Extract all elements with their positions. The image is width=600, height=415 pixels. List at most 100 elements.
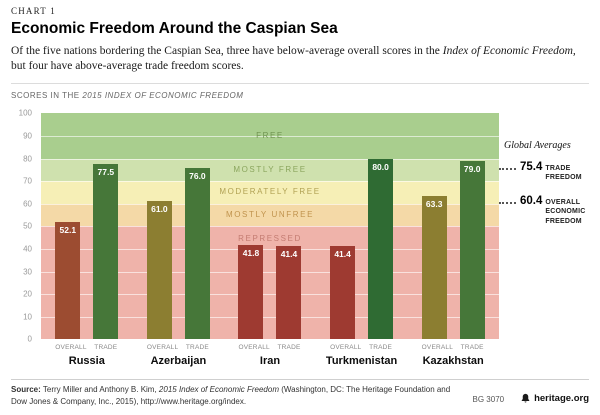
country-label-turkmenistan: Turkmenistan xyxy=(325,355,398,368)
y-tick-label-60: 60 xyxy=(23,199,32,209)
chart-subtitle: Of the five nations bordering the Caspia… xyxy=(11,44,589,74)
y-tick-label-10: 10 xyxy=(23,312,32,322)
trade-average-leader-line xyxy=(499,168,516,171)
bar-group-russia: 52.1 77.5 xyxy=(41,113,133,340)
subtitle-italic: Index of Economic Freedom, xyxy=(442,45,576,57)
bar-trade-kazakhstan: 79.0 xyxy=(459,160,485,340)
bar-trade-turkmenistan: 80.0 xyxy=(368,158,394,340)
section-label-text: SCORES IN THE xyxy=(11,91,83,101)
series-label-overall: OVERALL xyxy=(238,344,270,352)
footer-divider xyxy=(11,379,589,381)
overall-average-label: OVERALL ECONOMIC FREEDOM xyxy=(545,198,586,225)
country-label-azerbaijan: Azerbaijan xyxy=(150,355,207,368)
subtitle-text-2: but four have above-average trade freedo… xyxy=(11,60,244,73)
country-label-iran: Iran xyxy=(259,355,281,368)
overall-average-leader-line xyxy=(499,202,516,205)
source-text: Terry Miller and Anthony B. Kim, xyxy=(40,385,159,395)
gridline-80 xyxy=(41,158,499,160)
source-note: Source: Terry Miller and Anthony B. Kim,… xyxy=(11,384,459,406)
bar-value-label: 79.0 xyxy=(463,163,481,174)
series-labels: OVERALL TRADE xyxy=(55,344,118,351)
series-label-trade: TRADE xyxy=(94,344,118,352)
band-label-free: FREE xyxy=(256,130,284,140)
global-averages-heading: Global Averages xyxy=(504,140,571,152)
band-label-moderately-free: MODERATELY FREE xyxy=(219,187,321,197)
bar-value-label: 41.8 xyxy=(242,247,260,258)
trade-average-value: 75.4 xyxy=(520,161,543,174)
bar-overall-russia: 52.1 xyxy=(55,221,81,340)
footer: Source: Terry Miller and Anthony B. Kim,… xyxy=(11,384,589,406)
header-divider xyxy=(11,83,589,85)
series-label-trade: TRADE xyxy=(277,344,301,352)
bar-trade-iran: 41.4 xyxy=(276,245,302,340)
source-italic: 2015 Index of Economic Freedom xyxy=(158,385,279,395)
heritage-bell-icon xyxy=(521,393,530,403)
y-tick-label-20: 20 xyxy=(23,289,32,299)
series-labels: OVERALL TRADE xyxy=(147,344,210,351)
chart-kicker: CHART 1 xyxy=(11,6,56,16)
bar-trade-russia: 77.5 xyxy=(93,164,119,340)
y-tick-label-70: 70 xyxy=(23,176,32,186)
bar-value-label: 52.1 xyxy=(59,224,77,235)
bar-value-label: 61.0 xyxy=(151,204,168,215)
bar-group-kazakhstan: 63.3 79.0 xyxy=(407,113,499,340)
series-label-trade: TRADE xyxy=(185,344,209,352)
gridline-20 xyxy=(41,294,499,296)
band-label-mostly-unfree: MOSTLY UNFREE xyxy=(225,210,315,220)
y-tick-label-0: 0 xyxy=(27,334,32,344)
series-labels: OVERALL TRADE xyxy=(238,344,301,351)
series-label-overall: OVERALL xyxy=(330,344,362,352)
gridline-10 xyxy=(41,316,499,318)
country-label-kazakhstan: Kazakhstan xyxy=(422,355,484,368)
gridline-70 xyxy=(41,181,499,183)
source-text-2: (Washington, DC: The Heritage Foundation… xyxy=(11,385,451,406)
y-tick-label-50: 50 xyxy=(23,221,32,231)
overall-average-value: 60.4 xyxy=(520,195,543,208)
bar-overall-turkmenistan: 41.4 xyxy=(330,245,356,340)
source-label: Source: xyxy=(11,385,41,395)
bar-value-label: 41.4 xyxy=(334,248,351,259)
series-labels: OVERALL TRADE xyxy=(422,344,485,351)
bar-trade-azerbaijan: 76.0 xyxy=(184,167,210,340)
x-group-kazakhstan: OVERALL TRADE Kazakhstan xyxy=(407,344,499,367)
global-averages: Global Averages 75.4 TRADE FREEDOM 60.4 … xyxy=(499,113,591,353)
x-axis: OVERALL TRADE Russia OVERALL TRADE Azerbaijan… xyxy=(41,344,499,367)
series-labels: OVERALL TRADE xyxy=(330,344,393,351)
trade-average-annotation: 75.4 TRADE FREEDOM xyxy=(520,161,591,182)
gridline-60 xyxy=(41,203,499,205)
bar-value-label: 77.5 xyxy=(97,167,115,178)
y-tick-label-100: 100 xyxy=(18,108,32,118)
chart: 100 90 80 70 60 50 40 30 20 10 0 FREE MOSTLY FREE MO… xyxy=(11,109,591,369)
series-label-overall: OVERALL xyxy=(146,344,179,352)
heritage-brand: heritage.org xyxy=(520,393,589,404)
report-id: BG 3070 xyxy=(472,394,505,404)
trade-average-label: TRADE FREEDOM xyxy=(545,164,582,182)
bar-value-label: 80.0 xyxy=(372,161,389,172)
section-label-italic: 2015 INDEX OF ECONOMIC FREEDOM xyxy=(82,91,244,101)
bar-overall-iran: 41.8 xyxy=(238,244,264,340)
band-label-mostly-free: MOSTLY FREE xyxy=(233,164,307,174)
x-group-turkmenistan: OVERALL TRADE Turkmenistan xyxy=(316,344,408,367)
series-label-overall: OVERALL xyxy=(421,344,454,352)
x-group-russia: OVERALL TRADE Russia xyxy=(41,344,133,367)
y-tick-label-80: 80 xyxy=(23,154,32,164)
footer-right: BG 3070 heritage.org xyxy=(473,384,589,406)
x-group-iran: OVERALL TRADE Iran xyxy=(224,344,316,367)
heritage-url: heritage.org xyxy=(534,392,589,404)
y-tick-label-30: 30 xyxy=(23,267,32,277)
bar-overall-kazakhstan: 63.3 xyxy=(421,196,447,340)
series-label-trade: TRADE xyxy=(369,344,393,352)
subtitle-text: Of the five nations bordering the Caspia… xyxy=(11,45,443,57)
gridline-30 xyxy=(41,271,499,273)
bar-value-label: 41.4 xyxy=(280,248,298,259)
gridline-90 xyxy=(41,135,499,137)
bar-overall-azerbaijan: 61.0 xyxy=(146,201,172,340)
x-group-azerbaijan: OVERALL TRADE Azerbaijan xyxy=(133,344,225,367)
bar-value-label: 63.3 xyxy=(425,199,443,210)
bar-value-label: 76.0 xyxy=(189,170,206,181)
overall-average-annotation: 60.4 OVERALL ECONOMIC FREEDOM xyxy=(520,195,591,226)
page-title: Economic Freedom Around the Caspian Sea xyxy=(11,20,338,37)
y-tick-label-40: 40 xyxy=(23,244,32,254)
plot-area: FREE MOSTLY FREE MODERATELY FREE MOSTLY UNF… xyxy=(41,113,499,340)
